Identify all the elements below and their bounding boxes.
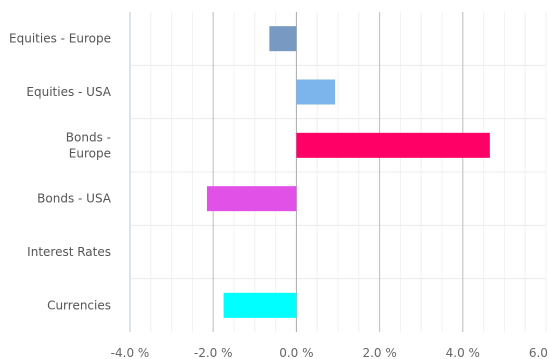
category-label: Europe — [69, 146, 111, 160]
category-label: Interest Rates — [27, 245, 111, 259]
x-tick-label: 0.0 % — [279, 346, 313, 359]
category-label: Equities - USA — [26, 85, 111, 99]
bar[interactable] — [269, 26, 297, 52]
x-tick-label: 4.0 % — [446, 346, 480, 359]
bar[interactable] — [296, 79, 336, 105]
category-label: Bonds - USA — [37, 192, 112, 206]
x-tick-label: -2.0 % — [194, 346, 233, 359]
x-tick-label: 2.0 % — [362, 346, 396, 359]
x-axis-tick-labels: -4.0 % -2.0 % 0.0 % 2.0 % 4.0 % 6.0 % — [111, 346, 549, 359]
bar[interactable] — [206, 186, 297, 212]
x-tick-label: 6.0 % — [529, 346, 549, 359]
bar[interactable] — [296, 132, 490, 158]
category-label: Equities - Europe — [9, 32, 111, 46]
x-tick-label: -4.0 % — [111, 346, 150, 359]
category-label: Bonds - — [66, 130, 111, 144]
category-label: Currencies — [47, 298, 111, 312]
bar-series — [206, 26, 490, 318]
category-band-lines — [130, 64, 546, 280]
major-gridlines — [212, 12, 464, 332]
category-labels: Equities - Europe Equities - USA Bonds - Eu… — [9, 32, 112, 313]
bar[interactable] — [223, 292, 297, 318]
